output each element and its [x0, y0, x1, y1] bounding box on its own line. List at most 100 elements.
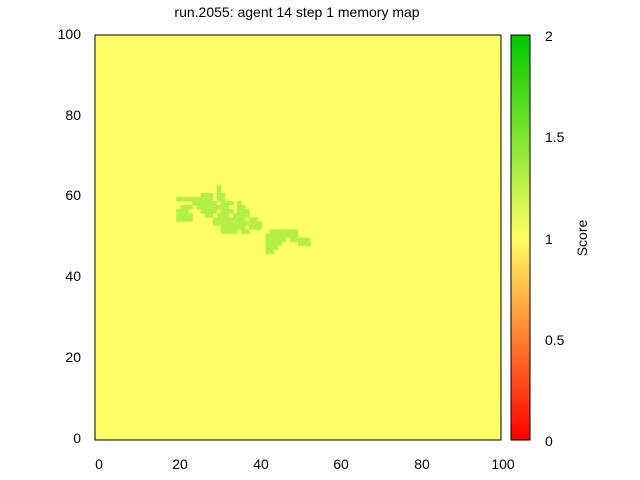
- y-tick-label: 20: [65, 349, 81, 365]
- heatmap-cell: [265, 249, 270, 255]
- heatmap-cell: [212, 209, 218, 214]
- heatmap-cell: [224, 225, 230, 230]
- heatmap-cell: [269, 245, 275, 251]
- heatmap-cell: [269, 241, 275, 246]
- heatmap-cell: [245, 229, 250, 234]
- y-axis: 0 20 40 60 80 100: [58, 26, 82, 446]
- heatmap-cell: [265, 233, 270, 238]
- heatmap-cell: [176, 217, 181, 222]
- heatmap-cell: [269, 237, 275, 242]
- colorbar-ticks: 0 0.5 1 1.5 2: [545, 28, 565, 449]
- heatmap-cell: [180, 217, 185, 222]
- heatmap-cell: [196, 201, 201, 206]
- heatmap-cell: [224, 217, 230, 222]
- heatmap-cell: [273, 245, 279, 251]
- heatmap-cell: [285, 229, 291, 234]
- heatmap-cell: [220, 201, 226, 206]
- heatmap-cell: [289, 229, 295, 234]
- heatmap-cell: [273, 241, 279, 246]
- x-axis: 0 20 40 60 80 100: [95, 456, 515, 472]
- heatmap-cell: [245, 209, 250, 214]
- heatmap-cell: [224, 201, 230, 206]
- heatmap-cell: [188, 197, 193, 202]
- heatmap-cell: [228, 209, 234, 214]
- heatmap-cell: [273, 237, 279, 242]
- heatmap-cell: [281, 233, 287, 238]
- heatmap-cell: [233, 225, 238, 230]
- heatmap-cell: [228, 221, 234, 226]
- heatmap-cell: [216, 221, 222, 226]
- x-tick-label: 40: [253, 456, 269, 472]
- heatmap-cell: [212, 221, 218, 226]
- heatmap-cell: [241, 221, 246, 226]
- colorbar-label: Score: [574, 220, 590, 257]
- heatmap-cell: [184, 209, 189, 214]
- heatmap-cell: [302, 237, 307, 242]
- colorbar: [510, 34, 531, 441]
- heatmap-cell: [216, 188, 222, 194]
- heatmap-cell: [188, 205, 193, 210]
- heatmap-cell: [249, 217, 254, 222]
- heatmap-cell: [224, 221, 230, 226]
- heatmap-cell: [184, 197, 189, 202]
- colorbar-tick-label: 1: [545, 231, 553, 247]
- heatmap-cell: [293, 233, 299, 238]
- heatmap-cell: [269, 249, 275, 255]
- heatmap-cell: [289, 237, 295, 242]
- heatmap-cell: [188, 217, 193, 222]
- heatmap-cell: [216, 192, 222, 198]
- heatmap-cell: [176, 213, 181, 218]
- heatmap-cell: [269, 229, 275, 234]
- heatmap-cell: [285, 233, 291, 238]
- heatmap-cell: [237, 201, 242, 206]
- heatmap-cell: [253, 221, 258, 226]
- heatmap-cell: [180, 213, 185, 218]
- heatmap-cell: [298, 237, 303, 242]
- heatmap-cell: [249, 221, 254, 226]
- heatmap-cell: [241, 229, 246, 234]
- heatmap-cell: [241, 213, 246, 218]
- heatmap-cell: [212, 217, 218, 222]
- heatmap-cell: [204, 201, 210, 206]
- heatmap-cell: [216, 184, 222, 190]
- heatmap-cell: [273, 233, 279, 238]
- x-tick-label: 100: [491, 456, 515, 472]
- heatmap-cell: [228, 229, 234, 234]
- heatmap-cell: [176, 209, 181, 214]
- heatmap-cell: [216, 197, 222, 202]
- heatmap-cell: [204, 205, 210, 210]
- heatmap-cell: [228, 225, 234, 230]
- heatmap-cell: [298, 241, 303, 246]
- heatmap-cell: [220, 197, 226, 202]
- heatmap-cell: [228, 201, 234, 206]
- heatmap-cell: [257, 221, 262, 226]
- heatmap-cell: [216, 217, 222, 222]
- heatmap-cell: [224, 205, 230, 210]
- heatmap-cell: [220, 213, 226, 218]
- heatmap-cell: [180, 205, 185, 210]
- y-tick-label: 0: [73, 430, 81, 446]
- heatmap-cell: [224, 213, 230, 218]
- heatmap-cell: [237, 221, 242, 226]
- heatmap-cell: [237, 209, 242, 214]
- heatmap-cell: [204, 197, 210, 202]
- x-tick-label: 80: [414, 456, 430, 472]
- heatmap-cell: [204, 213, 210, 218]
- heatmap-cell: [281, 229, 287, 234]
- heatmap-cell: [204, 209, 210, 214]
- heatmap-cell: [224, 209, 230, 214]
- y-tick-label: 100: [58, 26, 82, 42]
- heatmap-cell: [289, 233, 295, 238]
- heatmap-cell: [233, 213, 238, 218]
- heatmap-cell: [257, 225, 262, 230]
- heatmap-cell: [220, 205, 226, 210]
- heatmap-cell: [277, 241, 283, 246]
- heatmap-cell: [281, 237, 287, 242]
- heatmap-cell: [306, 241, 311, 246]
- colorbar-tick-label: 0.5: [545, 332, 565, 348]
- heatmap-cell: [208, 201, 214, 206]
- heatmap-cell: [220, 209, 226, 214]
- heatmap-cell: [265, 237, 270, 242]
- heatmap-cell: [176, 197, 181, 202]
- colorbar-tick-label: 2: [545, 28, 553, 44]
